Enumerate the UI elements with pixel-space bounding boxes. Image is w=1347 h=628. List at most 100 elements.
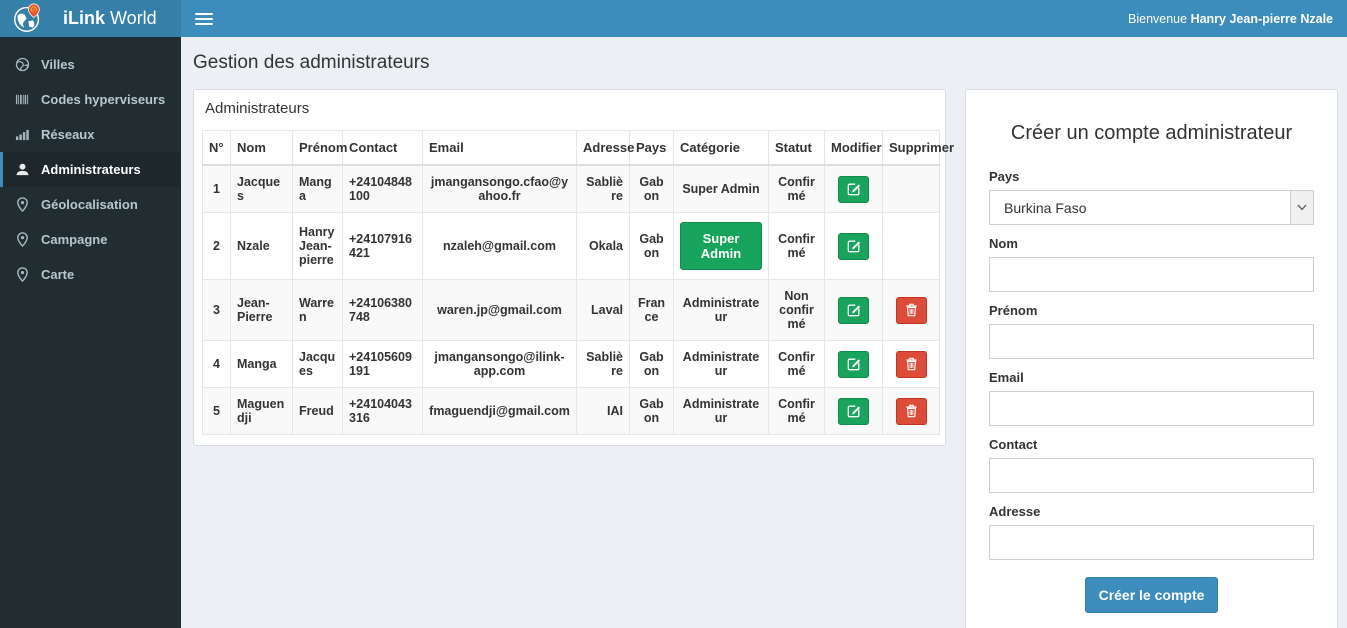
column-header-n-: N° — [202, 130, 231, 166]
cell-statut: Confirmé — [768, 164, 825, 213]
column-header-email: Email — [422, 130, 577, 166]
navbar: Bienvenue Hanry Jean-pierre Nzale — [181, 0, 1347, 37]
edit-button[interactable] — [838, 232, 869, 260]
edit-button[interactable] — [838, 397, 869, 425]
sidebar: Villes Codes hyperviseurs Réseaux Admini… — [0, 37, 181, 628]
sidebar-item-reseaux[interactable]: Réseaux — [0, 117, 181, 152]
delete-button[interactable] — [895, 397, 927, 425]
cell-email: jmangansongo.cfao@yahoo.fr — [422, 164, 577, 213]
map-marker-icon — [17, 267, 28, 282]
cell-modifier — [824, 279, 883, 341]
table-row: 4 Manga Jacques +24105609191 jmangansongo@il… — [202, 340, 940, 388]
sidebar-item-administrateurs[interactable]: Administrateurs — [0, 152, 181, 187]
table-row: 5 Maguendji Freud +24104043316 fmaguendji@gm… — [202, 387, 940, 435]
panel-title: Administrateurs — [205, 100, 310, 117]
prenom-field[interactable] — [989, 324, 1314, 359]
cell-nom: Manga — [230, 340, 293, 388]
cell-num: 4 — [202, 340, 231, 388]
contact-field[interactable] — [989, 458, 1314, 493]
sidebar-item-label: Codes hyperviseurs — [41, 92, 166, 107]
column-header-nom: Nom — [230, 130, 293, 166]
categorie-badge-button[interactable]: Super Admin — [680, 222, 762, 270]
cell-contact: +24104848100 — [342, 164, 423, 213]
cell-email: jmangansongo@ilink-app.com — [422, 340, 577, 388]
column-header-statut: Statut — [768, 130, 825, 166]
user-name: Hanry Jean-pierre Nzale — [1190, 11, 1333, 26]
delete-button[interactable] — [895, 350, 927, 378]
page-title: Gestion des administrateurs — [193, 52, 430, 73]
cell-nom: Nzale — [230, 212, 293, 280]
email-field[interactable] — [989, 391, 1314, 426]
nom-label: Nom — [989, 236, 1018, 251]
edit-button[interactable] — [838, 175, 869, 203]
cell-statut: Non confirmé — [768, 279, 825, 341]
email-label: Email — [989, 370, 1024, 385]
cell-adresse: Sablière — [576, 164, 630, 213]
brand-link[interactable]: S iLink World — [0, 0, 181, 37]
cell-contact: +24106380748 — [342, 279, 423, 341]
cell-adresse: Laval — [576, 279, 630, 341]
column-header-supprimer: Supprimer — [882, 130, 954, 166]
ilink-logo-icon: S — [12, 3, 43, 34]
cell-statut: Confirmé — [768, 387, 825, 435]
column-header-adresse: Adresse — [576, 130, 634, 166]
cell-categorie: Super Admin — [673, 164, 769, 213]
edit-button[interactable] — [838, 296, 869, 324]
cell-supprimer — [882, 279, 940, 341]
table-row: 2 Nzale Hanry Jean-pierre +24107916421 nzale… — [202, 212, 940, 280]
barcode-icon — [15, 94, 29, 105]
adresse-field[interactable] — [989, 525, 1314, 560]
create-account-button[interactable]: Créer le compte — [1084, 577, 1219, 613]
cell-categorie: Administrateur — [673, 279, 769, 341]
cell-modifier — [824, 340, 883, 388]
svg-text:S: S — [32, 7, 36, 14]
cell-supprimer — [882, 164, 940, 213]
sidebar-item-codes-hyperviseurs[interactable]: Codes hyperviseurs — [0, 82, 181, 117]
cell-num: 1 — [202, 164, 231, 213]
sidebar-item-villes[interactable]: Villes — [0, 47, 181, 82]
sidebar-item-label: Campagne — [41, 232, 108, 247]
table-row: 1 Jacques Manga +24104848100 jmangansongo.cf… — [202, 164, 940, 213]
sidebar-item-campagne[interactable]: Campagne — [0, 222, 181, 257]
cell-email: nzaleh@gmail.com — [422, 212, 577, 280]
cell-email: fmaguendji@gmail.com — [422, 387, 577, 435]
prenom-label: Prénom — [989, 303, 1038, 318]
sidebar-item-label: Géolocalisation — [41, 197, 138, 212]
cell-contact: +24107916421 — [342, 212, 423, 280]
cell-contact: +24104043316 — [342, 387, 423, 435]
map-marker-icon — [17, 232, 28, 247]
administrators-panel: Administrateurs N° Nom Prénom Contact Email A… — [193, 89, 954, 446]
cell-adresse: Okala — [576, 212, 630, 280]
column-header-contact: Contact — [342, 130, 423, 166]
administrators-table: N° Nom Prénom Contact Email Adresse Pays Catégo… — [202, 130, 954, 435]
cell-pays: Gabon — [629, 212, 674, 280]
pays-select[interactable]: Burkina Faso — [989, 190, 1314, 225]
column-header-pays: Pays — [629, 130, 674, 166]
table-header-row: N° Nom Prénom Contact Email Adresse Pays Catégo… — [202, 130, 954, 166]
column-header-cat-gorie: Catégorie — [673, 130, 769, 166]
column-header-modifier: Modifier — [824, 130, 883, 166]
cell-pays: Gabon — [629, 387, 674, 435]
cell-num: 2 — [202, 212, 231, 280]
cell-supprimer — [882, 340, 940, 388]
sidebar-item-label: Villes — [41, 57, 75, 72]
brand-title: iLink World — [63, 8, 157, 28]
cell-prenom: Manga — [292, 164, 343, 213]
cell-statut: Confirmé — [768, 212, 825, 280]
delete-button[interactable] — [895, 296, 927, 324]
cell-supprimer — [882, 212, 940, 280]
signal-bars-icon — [15, 129, 29, 141]
cell-num: 5 — [202, 387, 231, 435]
hamburger-menu-icon[interactable] — [195, 12, 213, 25]
sidebar-item-geolocalisation[interactable]: Géolocalisation — [0, 187, 181, 222]
sidebar-item-carte[interactable]: Carte — [0, 257, 181, 292]
cell-supprimer — [882, 387, 940, 435]
sidebar-item-label: Réseaux — [41, 127, 95, 142]
sidebar-item-label: Carte — [41, 267, 75, 282]
pays-label: Pays — [989, 169, 1020, 184]
edit-button[interactable] — [838, 350, 869, 378]
cell-categorie: Super Admin — [673, 212, 769, 280]
nom-field[interactable] — [989, 257, 1314, 292]
cell-adresse: IAI — [576, 387, 630, 435]
